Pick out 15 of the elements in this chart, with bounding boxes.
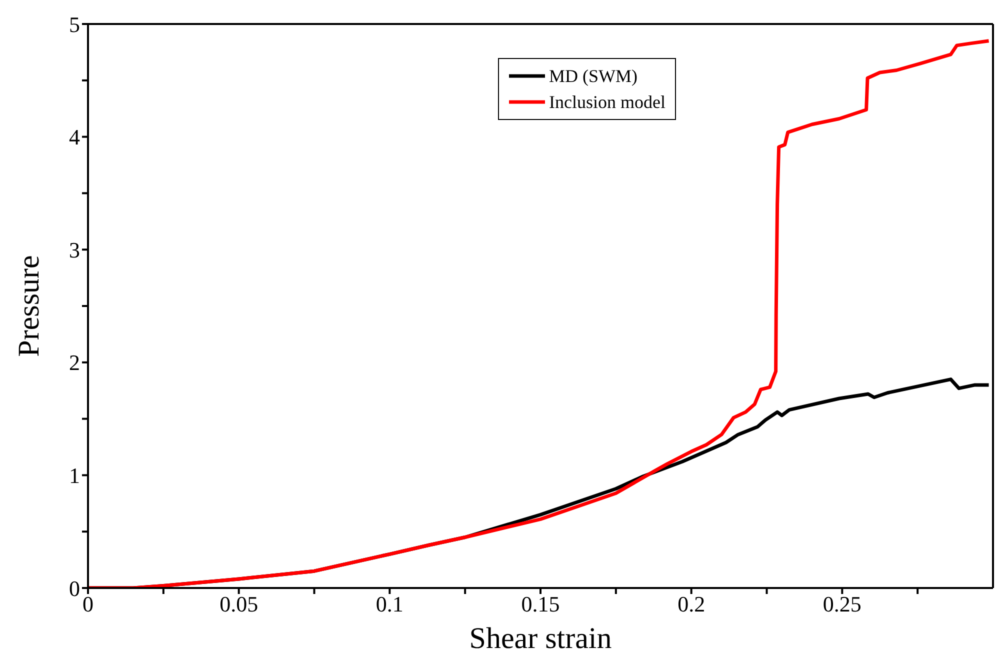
- legend-label: Inclusion model: [549, 91, 666, 114]
- y-tick-label: 0: [69, 576, 80, 601]
- y-tick-label: 2: [69, 350, 80, 376]
- x-tick-label: 0.1: [376, 592, 404, 617]
- y-axis-title: Pressure: [12, 255, 46, 357]
- y-tick-label: 4: [69, 124, 80, 150]
- x-tick-label: 0.25: [822, 592, 862, 617]
- y-tick-label: 5: [69, 12, 80, 37]
- y-tick-label: 1: [69, 463, 80, 488]
- x-tick-label: 0.05: [220, 592, 258, 617]
- x-tick-label: 0.2: [678, 592, 706, 617]
- y-tick-label: 3: [69, 237, 80, 262]
- x-tick-label: 0.15: [521, 592, 560, 617]
- x-axis-title: Shear strain: [469, 622, 612, 655]
- legend-label: MD (SWM): [549, 65, 638, 88]
